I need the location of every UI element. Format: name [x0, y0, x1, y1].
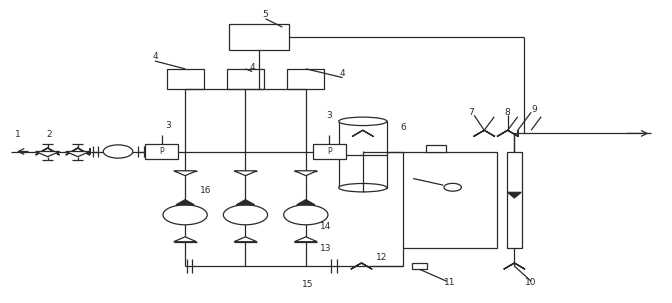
Polygon shape: [297, 200, 315, 205]
Polygon shape: [66, 152, 90, 157]
Polygon shape: [351, 263, 372, 269]
Polygon shape: [294, 171, 317, 176]
Polygon shape: [66, 148, 90, 155]
Polygon shape: [36, 152, 60, 157]
Text: 6: 6: [401, 123, 406, 132]
Text: P: P: [159, 147, 164, 156]
Bar: [167, 69, 204, 89]
Polygon shape: [176, 200, 194, 205]
Polygon shape: [507, 192, 521, 198]
Polygon shape: [36, 148, 60, 155]
Text: 9: 9: [532, 105, 538, 114]
Polygon shape: [234, 171, 257, 176]
Bar: [507, 152, 521, 248]
Text: 13: 13: [320, 244, 332, 252]
Polygon shape: [234, 237, 257, 242]
Bar: [288, 69, 325, 89]
Ellipse shape: [339, 184, 387, 192]
Bar: [227, 69, 264, 89]
Polygon shape: [474, 130, 495, 137]
Text: 3: 3: [165, 122, 171, 130]
Bar: [426, 145, 446, 152]
Text: 15: 15: [302, 280, 313, 289]
Polygon shape: [497, 130, 518, 137]
Bar: [413, 263, 427, 269]
Text: 14: 14: [321, 222, 331, 231]
Text: 2: 2: [46, 130, 52, 139]
Polygon shape: [352, 130, 374, 137]
Text: 3: 3: [327, 111, 332, 120]
Circle shape: [163, 205, 207, 225]
Text: P: P: [327, 147, 331, 156]
Text: 4: 4: [249, 62, 255, 72]
Text: 4: 4: [340, 68, 345, 78]
Circle shape: [223, 205, 267, 225]
Bar: [403, 152, 497, 248]
Text: 8: 8: [505, 108, 511, 117]
Text: 5: 5: [263, 10, 268, 19]
Bar: [339, 121, 387, 188]
Polygon shape: [174, 237, 196, 242]
Circle shape: [103, 145, 133, 158]
Polygon shape: [174, 171, 196, 176]
Bar: [312, 144, 346, 159]
Text: 10: 10: [526, 278, 537, 287]
Text: 11: 11: [444, 278, 456, 287]
Text: 12: 12: [376, 253, 387, 261]
Polygon shape: [237, 200, 255, 205]
Circle shape: [444, 183, 462, 191]
Text: 7: 7: [468, 108, 474, 117]
Ellipse shape: [339, 117, 387, 125]
Text: 4: 4: [152, 52, 158, 61]
Polygon shape: [294, 237, 317, 242]
Text: 16: 16: [200, 186, 211, 195]
Polygon shape: [503, 263, 525, 269]
Text: 1: 1: [15, 130, 20, 139]
Bar: [145, 144, 178, 159]
Circle shape: [284, 205, 328, 225]
Bar: [228, 24, 289, 50]
